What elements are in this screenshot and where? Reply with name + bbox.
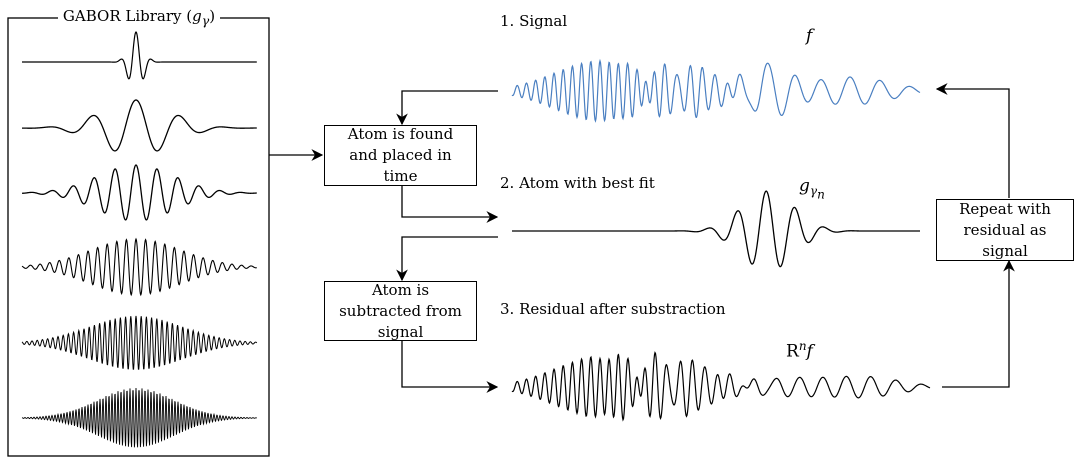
library-atom-1	[22, 31, 257, 80]
repeat-text: Repeat with residual as signal	[959, 199, 1051, 260]
library-atom-2	[22, 99, 257, 152]
arrow-residual-to-repeat	[942, 259, 1015, 388]
arrow-find-to-atom	[401, 186, 499, 223]
arrow-atom-to-subtract	[396, 236, 498, 282]
signal-waveform	[511, 58, 921, 123]
arrow-signal-to-find	[396, 90, 498, 126]
library-atom-6	[21, 387, 257, 448]
library-title-symbol: g	[192, 7, 202, 25]
library-atom-3	[21, 164, 257, 221]
symbol-f: f	[806, 26, 813, 46]
symbol-g-gamma-n: gγn	[799, 176, 825, 202]
find-atom-text: Atom is found and placed in time	[347, 125, 454, 185]
atom-label: 2. Atom with best fit	[500, 174, 655, 192]
arrow-subtract-to-residual	[401, 341, 499, 393]
repeat-box: Repeat with residual as signal	[936, 199, 1074, 261]
find-atom-box: Atom is found and placed in time	[324, 125, 477, 186]
library-atom-4	[21, 237, 257, 297]
library-atom-5	[21, 315, 258, 370]
library-title-close: )	[209, 7, 216, 25]
library-title-text: GABOR Library (	[62, 7, 193, 25]
library-title: GABOR Library (gγ)	[0, 7, 278, 28]
symbol-residual: Rnf	[786, 339, 813, 362]
residual-waveform	[511, 351, 931, 422]
best-fit-atom-waveform	[512, 190, 920, 268]
library-atoms	[21, 31, 258, 448]
flow-arrows	[269, 83, 1015, 393]
residual-label: 3. Residual after substraction	[500, 300, 726, 318]
subtract-atom-text: Atom is subtracted from signal	[339, 280, 462, 341]
subtract-atom-box: Atom is subtracted from signal	[324, 281, 477, 341]
arrow-repeat-to-signal	[935, 83, 1010, 198]
signal-label: 1. Signal	[500, 12, 568, 30]
library-title-sub: γ	[201, 13, 210, 28]
